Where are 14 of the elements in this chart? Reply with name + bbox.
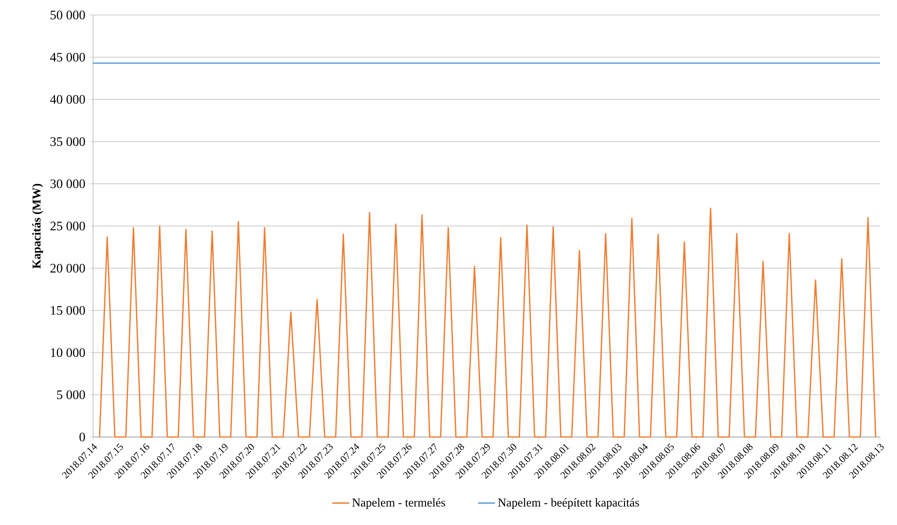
y-tick-label: 20 000 [50, 264, 85, 273]
y-tick-label: 5 000 [57, 390, 85, 400]
y-tick-label: 50 000 [50, 10, 85, 20]
y-tick-label: 30 000 [50, 179, 85, 188]
legend-label: Napelem - termelés [352, 498, 446, 510]
y-tick-label: 35 000 [50, 137, 85, 146]
y-tick-label: 45 000 [50, 52, 85, 62]
legend-label: Napelem - beépített kapacitás [498, 498, 639, 510]
y-tick-label: 10 000 [51, 348, 85, 357]
y-tick-label: 15 000 [51, 306, 85, 315]
y-tick-label: 25 000 [50, 222, 85, 230]
y-axis-title: Kapacitás (MW) [32, 184, 44, 268]
y-tick-label: 40 000 [50, 95, 85, 104]
y-tick-label: 0 [80, 432, 85, 442]
